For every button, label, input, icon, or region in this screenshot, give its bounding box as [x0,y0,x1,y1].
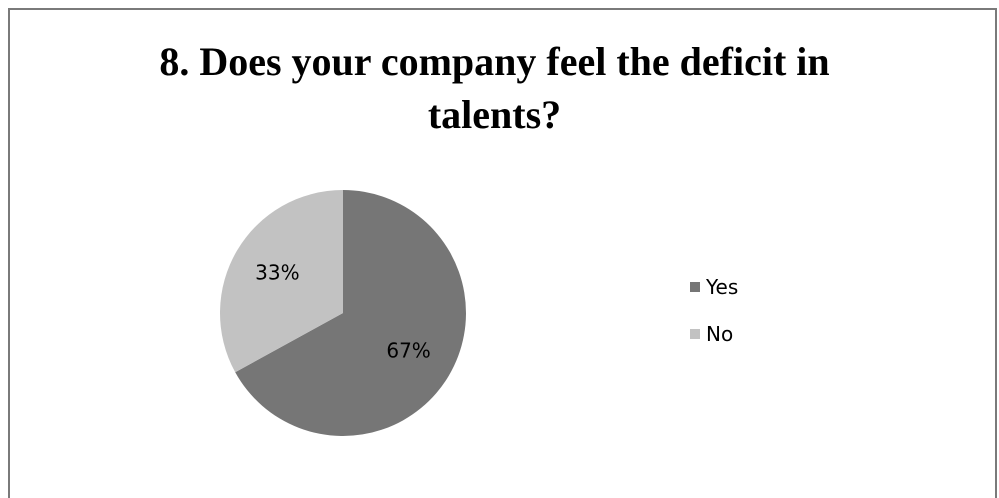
chart-title-line-1: 8. Does your company feel the deficit in [159,39,830,84]
chart-title-line-2: talents? [427,92,562,137]
pie-data-labels: 67% 33% [255,261,431,363]
pie-slice-no [219,189,343,373]
chart-title: 8. Does your company feel the deficit in… [0,35,989,141]
pie-label-no: 33% [255,261,299,285]
legend-label-yes: Yes [706,275,739,299]
pie-slice-yes [235,190,466,437]
chart-frame [8,8,997,498]
legend-label-no: No [706,322,734,346]
pie-label-yes: 67% [386,338,430,362]
legend-swatch-yes [690,282,700,292]
pie-slices [219,189,466,437]
legend-swatch-no [690,329,700,339]
